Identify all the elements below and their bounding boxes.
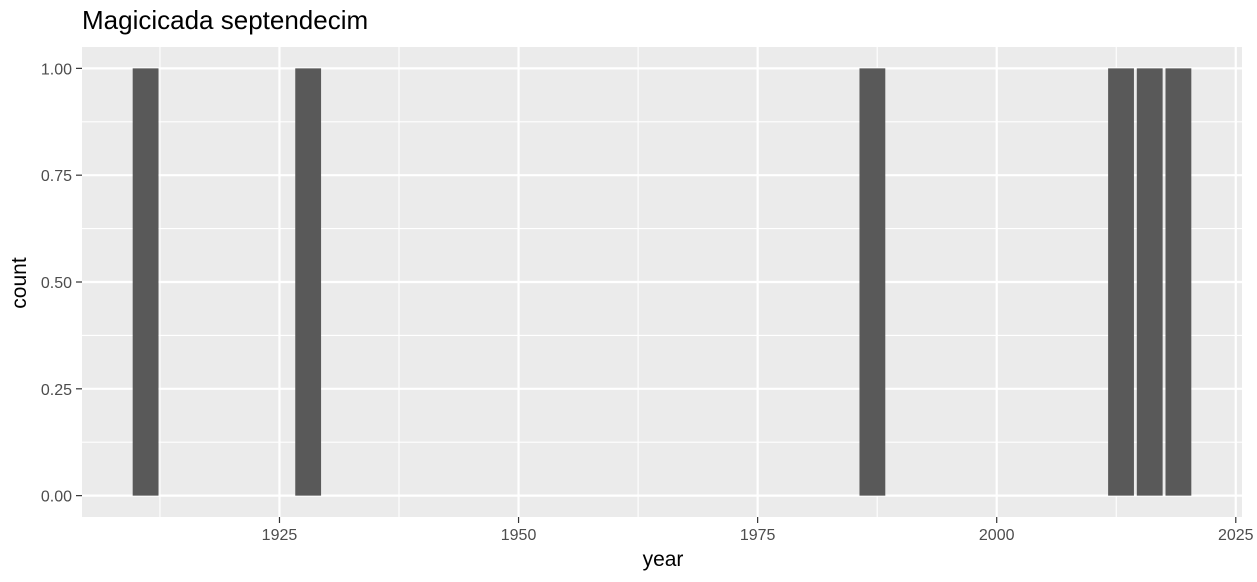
x-tick-label: 2025	[1218, 527, 1254, 544]
bar-1911	[132, 68, 159, 496]
bar-1928	[295, 68, 322, 496]
y-tick-label: 0.50	[41, 275, 72, 292]
gridlines	[82, 47, 1242, 517]
y-axis-title: count	[8, 257, 31, 309]
y-tick-label: 0.00	[41, 489, 72, 506]
bar-2016	[1136, 68, 1163, 496]
x-tick-label: 1925	[262, 527, 298, 544]
y-tick-label: 0.75	[41, 168, 72, 185]
bar-1987	[859, 68, 886, 496]
x-tick-label: 1950	[501, 527, 537, 544]
bar-2019	[1165, 68, 1192, 496]
y-tick-label: 1.00	[41, 61, 72, 78]
y-tick-label: 0.25	[41, 382, 72, 399]
x-tick-label: 1975	[740, 527, 776, 544]
bars	[132, 68, 1192, 496]
chart-title: Magicicada septendecim	[82, 5, 368, 35]
y-axis: 0.00 0.25 0.50 0.75 1.00	[41, 61, 82, 506]
x-axis-title: year	[643, 548, 684, 571]
x-tick-label: 2000	[979, 527, 1015, 544]
x-axis: 1925 1950 1975 2000 2025	[262, 517, 1254, 544]
bar-2013	[1108, 68, 1134, 496]
